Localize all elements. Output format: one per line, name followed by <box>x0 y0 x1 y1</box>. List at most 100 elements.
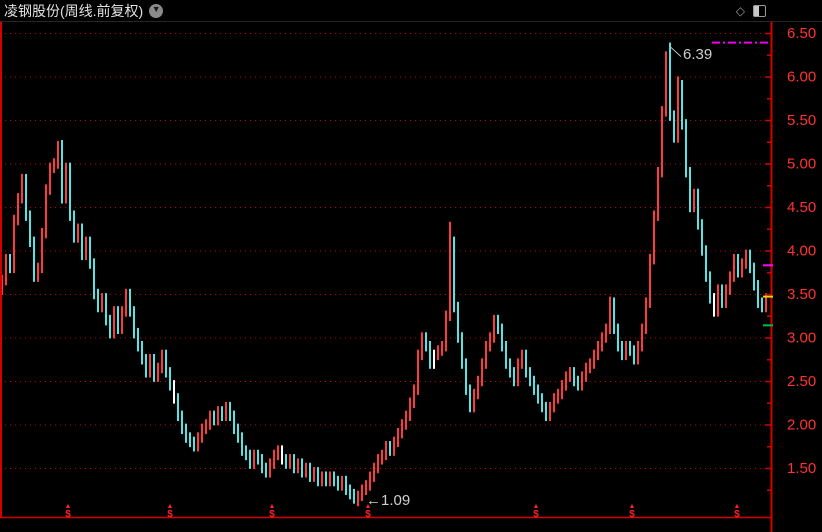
candle[interactable] <box>33 236 35 282</box>
candle[interactable] <box>697 188 699 230</box>
candle[interactable] <box>497 314 499 335</box>
candle[interactable] <box>417 349 419 395</box>
candle[interactable] <box>441 340 443 356</box>
dividend-marker-icon[interactable]: $ <box>629 509 635 520</box>
candle[interactable] <box>325 471 327 487</box>
candle[interactable] <box>453 236 455 313</box>
candle[interactable] <box>9 253 11 274</box>
dividend-arrow-icon[interactable]: ▲ <box>269 503 276 510</box>
candle[interactable] <box>125 288 127 317</box>
candle[interactable] <box>85 236 87 261</box>
candle[interactable] <box>217 406 219 426</box>
candle[interactable] <box>473 388 475 413</box>
candle[interactable] <box>109 314 111 339</box>
candle[interactable] <box>333 471 335 487</box>
candle[interactable] <box>509 358 511 378</box>
candle[interactable] <box>189 432 191 448</box>
candle[interactable] <box>377 454 379 474</box>
candle[interactable] <box>205 419 207 435</box>
candle[interactable] <box>225 401 227 422</box>
candle[interactable] <box>745 249 747 269</box>
candle[interactable] <box>317 467 319 487</box>
candle[interactable] <box>41 227 43 274</box>
candle[interactable] <box>401 419 403 439</box>
dividend-arrow-icon[interactable]: ▲ <box>629 503 636 510</box>
diamond-icon[interactable]: ◇ <box>735 3 745 18</box>
candle[interactable] <box>29 210 31 248</box>
candle[interactable] <box>673 110 675 143</box>
candle[interactable] <box>321 471 323 487</box>
candle[interactable] <box>169 367 171 391</box>
candle[interactable] <box>633 345 635 365</box>
candle[interactable] <box>97 288 99 313</box>
candle[interactable] <box>561 380 563 400</box>
candle[interactable] <box>445 310 447 352</box>
candle[interactable] <box>537 384 539 404</box>
candle[interactable] <box>265 462 267 478</box>
candle[interactable] <box>121 306 123 335</box>
candle[interactable] <box>337 475 339 491</box>
dividend-arrow-icon[interactable]: ▲ <box>65 503 72 510</box>
candle[interactable] <box>761 297 763 313</box>
dividend-marker-icon[interactable]: $ <box>269 509 275 520</box>
candle[interactable] <box>313 467 315 482</box>
candle[interactable] <box>465 358 467 395</box>
candle[interactable] <box>533 375 535 395</box>
candle[interactable] <box>209 410 211 430</box>
candle[interactable] <box>681 79 683 130</box>
candle[interactable] <box>281 445 283 465</box>
candle[interactable] <box>421 332 423 361</box>
candle[interactable] <box>185 423 187 443</box>
candle[interactable] <box>357 490 359 507</box>
dividend-marker-icon[interactable]: $ <box>734 509 740 520</box>
candle[interactable] <box>309 462 311 482</box>
candle[interactable] <box>157 362 159 382</box>
candle[interactable] <box>57 140 59 169</box>
candle[interactable] <box>565 371 567 391</box>
candle[interactable] <box>741 258 743 278</box>
candle[interactable] <box>69 162 71 221</box>
candle[interactable] <box>593 349 595 369</box>
candle[interactable] <box>609 296 611 335</box>
candle[interactable] <box>53 158 55 174</box>
candle[interactable] <box>653 210 655 265</box>
candle[interactable] <box>433 349 435 369</box>
candle[interactable] <box>577 375 579 391</box>
candle[interactable] <box>501 323 503 352</box>
candle[interactable] <box>285 454 287 469</box>
candle[interactable] <box>177 393 179 422</box>
candle[interactable] <box>665 51 667 117</box>
candle[interactable] <box>61 140 63 204</box>
candle[interactable] <box>621 340 623 361</box>
candle[interactable] <box>397 427 399 448</box>
candle[interactable] <box>73 210 75 243</box>
candle[interactable] <box>305 462 307 478</box>
candle[interactable] <box>341 475 343 491</box>
candle[interactable] <box>361 484 363 502</box>
candle[interactable] <box>717 284 719 317</box>
candle[interactable] <box>557 388 559 404</box>
dividend-marker-icon[interactable]: $ <box>365 509 371 520</box>
candle[interactable] <box>429 340 431 369</box>
candle[interactable] <box>513 367 515 387</box>
candle[interactable] <box>601 332 603 352</box>
candle[interactable] <box>437 345 439 361</box>
candle[interactable] <box>25 173 27 221</box>
candle[interactable] <box>301 458 303 478</box>
candle[interactable] <box>545 401 547 422</box>
candle[interactable] <box>585 362 587 382</box>
candle[interactable] <box>589 358 591 374</box>
candle[interactable] <box>613 297 615 335</box>
candle[interactable] <box>657 166 659 221</box>
candle[interactable] <box>721 284 723 308</box>
candle[interactable] <box>245 445 247 461</box>
candle[interactable] <box>481 358 483 387</box>
candle[interactable] <box>117 306 119 335</box>
candle[interactable] <box>713 293 715 317</box>
candle[interactable] <box>93 258 95 300</box>
dividend-arrow-icon[interactable]: ▲ <box>167 503 174 510</box>
candle[interactable] <box>729 271 731 295</box>
candle[interactable] <box>345 475 347 495</box>
candle[interactable] <box>77 223 79 243</box>
candle[interactable] <box>737 253 739 278</box>
